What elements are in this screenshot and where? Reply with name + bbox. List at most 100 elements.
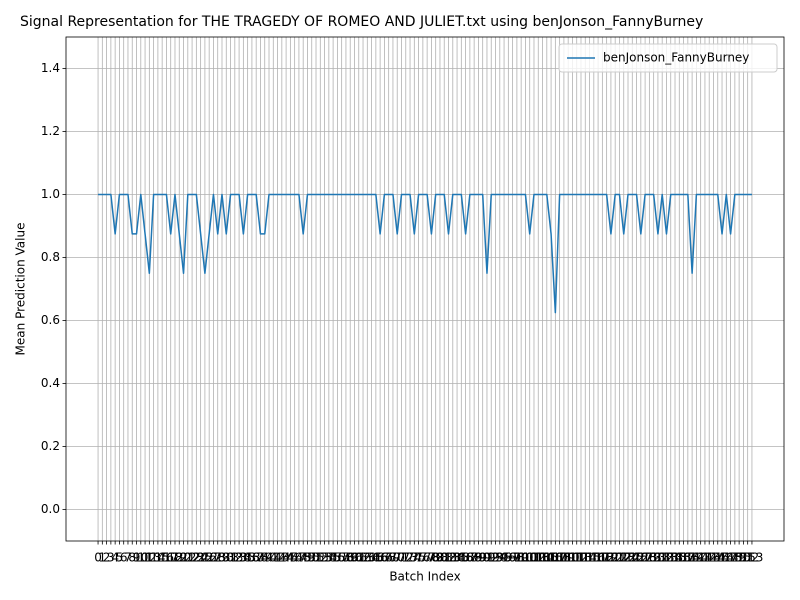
x-tick-label: 30	[219, 551, 234, 565]
x-tick-label: 80	[432, 551, 447, 565]
legend-box	[558, 43, 778, 73]
x-tick-label: 72	[398, 551, 413, 565]
x-tick-label: 38	[253, 551, 268, 565]
x-tick-label: 95	[496, 551, 511, 565]
x-tick-label: 57	[334, 551, 349, 565]
x-tick-label: 100	[514, 551, 537, 565]
y-tick-label: 1.0	[41, 187, 60, 201]
x-tick-label: 146	[711, 551, 734, 565]
x-tick-label: 153	[740, 551, 763, 565]
x-tick-label: 108	[548, 551, 571, 565]
x-tick-label: 69	[385, 551, 400, 565]
x-tick-label: 32	[227, 551, 242, 565]
x-tick-label: 63	[360, 551, 375, 565]
x-tick-label: 117	[587, 551, 610, 565]
x-tick-label: 118	[591, 551, 614, 565]
x-tick-label: 87	[462, 551, 477, 565]
x-tick-label: 61	[351, 551, 366, 565]
x-tick-label: 109	[552, 551, 575, 565]
x-tick-label: 4	[111, 551, 119, 565]
x-tick-label: 105	[535, 551, 558, 565]
x-tick-label: 122	[608, 551, 631, 565]
x-tick-label: 59	[343, 551, 358, 565]
legend: benJonson_FannyBurney	[558, 43, 778, 73]
x-tick-label: 24	[193, 551, 208, 565]
x-tick-label: 65	[368, 551, 383, 565]
x-tick-label: 136	[668, 551, 691, 565]
plot	[98, 193, 752, 314]
x-tick-label: 104	[531, 551, 554, 565]
x-tick-label: 144	[702, 551, 725, 565]
x-tick-label: 28	[210, 551, 225, 565]
series-line	[98, 193, 752, 314]
chart-title: Signal Representation for THE TRAGEDY OF…	[20, 14, 703, 30]
x-tick-label: 85	[454, 551, 469, 565]
x-tick-label: 116	[582, 551, 605, 565]
y-tick-label: 0.6	[41, 313, 60, 327]
x-tick-label: 2	[103, 551, 111, 565]
x-tick-label: 134	[659, 551, 682, 565]
x-tick-label: 140	[685, 551, 708, 565]
x-tick-label: 60	[347, 551, 362, 565]
x-tick-label: 89	[471, 551, 486, 565]
x-tick-label: 96	[501, 551, 516, 565]
x-tick-label: 26	[202, 551, 217, 565]
x-tick-label: 45	[283, 551, 298, 565]
x-tick-label: 78	[424, 551, 439, 565]
plot-frame	[65, 36, 785, 542]
x-tick-label: 94	[492, 551, 507, 565]
x-tick-label: 103	[527, 551, 550, 565]
y-tick-label: 1.2	[41, 124, 60, 138]
x-tick-label: 36	[244, 551, 259, 565]
x-tick-label: 97	[505, 551, 520, 565]
x-tick-label: 77	[419, 551, 434, 565]
x-tick-label: 152	[736, 551, 759, 565]
x-tick-label: 16	[159, 551, 174, 565]
x-tick-label: 33	[231, 551, 246, 565]
x-tick-label: 138	[676, 551, 699, 565]
x-tick-label: 48	[296, 551, 311, 565]
x-tick-label: 98	[509, 551, 524, 565]
x-tick-label: 99	[514, 551, 529, 565]
x-tick-label: 102	[523, 551, 546, 565]
x-tick-label: 149	[723, 551, 746, 565]
x-tick-label: 124	[617, 551, 640, 565]
x-tick-label: 81	[437, 551, 452, 565]
x-tick-label: 43	[274, 551, 289, 565]
legend-label: benJonson_FannyBurney	[603, 51, 749, 65]
x-tick-label: 71	[394, 551, 409, 565]
x-tick-label: 49	[300, 551, 315, 565]
x-tick-label: 139	[681, 551, 704, 565]
x-tick-label: 66	[372, 551, 387, 565]
x-tick-label: 14	[150, 551, 165, 565]
x-tick-label: 145	[706, 551, 729, 565]
x-tick-label: 41	[266, 551, 281, 565]
x-tick-label: 91	[479, 551, 494, 565]
x-tick-label: 142	[693, 551, 716, 565]
x-tick-label: 125	[621, 551, 644, 565]
x-tick-label: 3	[107, 551, 115, 565]
x-tick-label: 120	[599, 551, 622, 565]
x-tick-label: 9	[133, 551, 141, 565]
x-tick-label: 147	[715, 551, 738, 565]
x-tick-label: 84	[449, 551, 464, 565]
y-tick-label: 0.2	[41, 439, 60, 453]
grid	[66, 37, 784, 541]
x-tick-label: 35	[240, 551, 255, 565]
x-tick-label: 23	[189, 551, 204, 565]
x-tick-label: 135	[664, 551, 687, 565]
x-tick-label: 18	[167, 551, 182, 565]
x-tick-label: 64	[364, 551, 379, 565]
y-tick-label: 0.4	[41, 376, 60, 390]
x-tick-label: 5	[116, 551, 124, 565]
x-tick-label: 141	[689, 551, 712, 565]
x-tick-label: 132	[651, 551, 674, 565]
y-tick-label: 0.8	[41, 250, 60, 264]
x-tick-label: 13	[146, 551, 161, 565]
x-tick-label: 115	[578, 551, 601, 565]
x-tick-label: 79	[428, 551, 443, 565]
x-tick-label: 121	[604, 551, 627, 565]
x-tick-label: 15	[155, 551, 170, 565]
